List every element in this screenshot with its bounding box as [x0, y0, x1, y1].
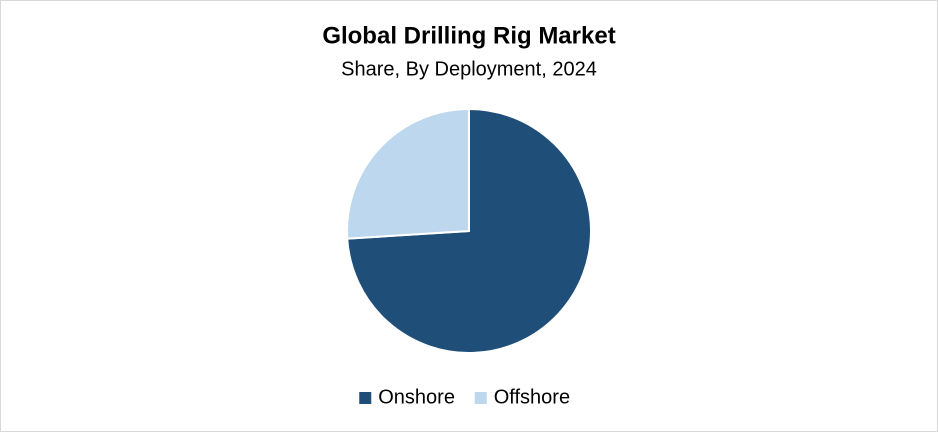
legend-swatch [474, 392, 487, 404]
legend-label: Onshore [378, 386, 455, 408]
chart-subtitle: Share, By Deployment, 2024 [341, 58, 597, 80]
pie-slice [346, 107, 470, 240]
legend-swatch [359, 392, 372, 404]
chart-title: Global Drilling Rig Market [322, 22, 615, 49]
legend-label: Offshore [494, 386, 570, 408]
